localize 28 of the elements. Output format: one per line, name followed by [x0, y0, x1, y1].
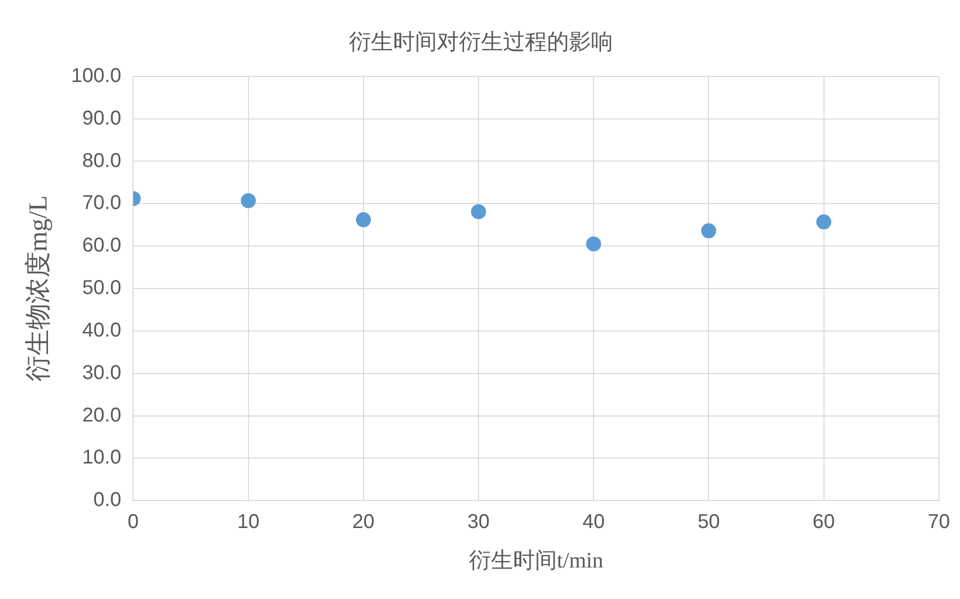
x-tick-label: 50 [698, 511, 720, 534]
point [586, 236, 602, 252]
point [816, 214, 832, 230]
y-tick-label: 30.0 [82, 362, 122, 384]
x-tick-label: 30 [467, 511, 490, 534]
y-tick-label: 100.0 [71, 64, 122, 87]
y-tick-label: 50.0 [82, 277, 122, 300]
y-tick-label: 0.0 [93, 489, 122, 512]
y-axis-title: 衍生物浓度mg/L [23, 195, 52, 382]
y-tick-label: 40.0 [82, 319, 122, 342]
y-tick-label: 10.0 [82, 446, 122, 469]
x-tick-label: 10 [237, 511, 260, 534]
y-tick-label: 20.0 [82, 404, 122, 426]
point [356, 212, 371, 228]
point [240, 193, 256, 208]
x-tick-label: 20 [352, 511, 375, 534]
x-tick-label: 0 [128, 511, 139, 534]
x-tick-label: 70 [928, 511, 950, 534]
x-tick-label: 40 [582, 511, 605, 534]
point [471, 204, 486, 220]
x-tick-label: 60 [812, 511, 835, 534]
chart-title: 衍生时间对衍生过程的影响 [349, 28, 613, 54]
x-axis-title: 衍生时间t/min [468, 548, 604, 573]
y-tick-label: 80.0 [82, 150, 122, 172]
point [701, 223, 716, 238]
y-tick-label: 60.0 [82, 234, 122, 257]
y-tick-label: 90.0 [82, 107, 122, 130]
y-tick-label: 70.0 [82, 192, 122, 214]
